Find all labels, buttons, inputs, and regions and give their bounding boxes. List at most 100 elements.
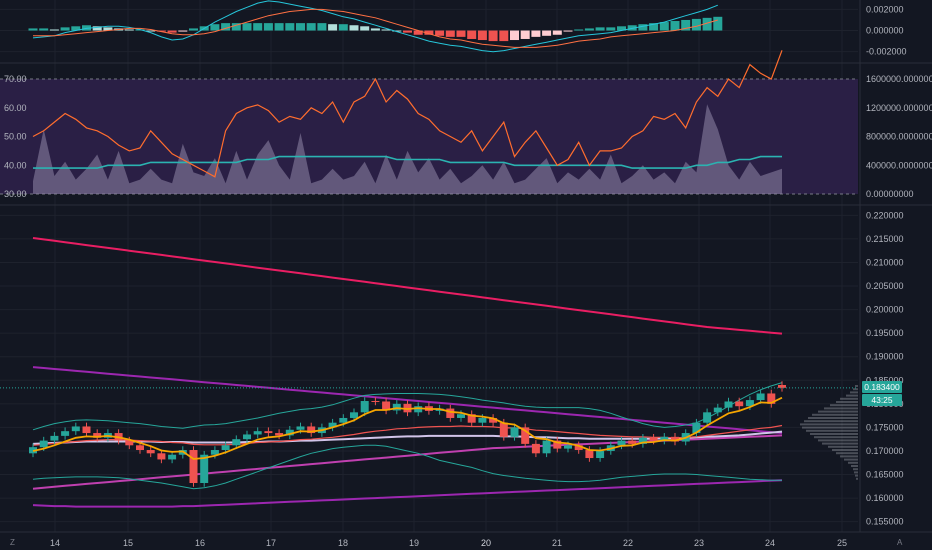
bollinger-lower-line: [32, 444, 782, 490]
volume-right-tick-label-2: 800000.00000000: [866, 132, 932, 142]
x-tick-label-8: 22: [623, 538, 633, 548]
candle-body: [489, 417, 498, 423]
volume-profile-bar: [848, 461, 858, 464]
candle-body: [210, 450, 219, 455]
volume-profile-bar: [828, 445, 858, 448]
volume-profile-bar: [800, 423, 858, 426]
candle-body: [146, 450, 155, 454]
candle-body: [649, 437, 658, 441]
last-price-tag: 0.183400: [862, 381, 902, 393]
candle-body: [574, 445, 583, 451]
macd-histogram-bar: [542, 30, 552, 36]
price-y-tick-label-4: 0.200000: [866, 305, 904, 315]
volume-profile-bar: [810, 432, 858, 435]
candle-body: [660, 436, 669, 441]
macd-histogram-bar: [360, 26, 370, 31]
macd-histogram-bar: [456, 30, 466, 37]
candle-body: [735, 401, 744, 407]
candle-body: [253, 431, 262, 435]
x-tick-label-1: 15: [123, 538, 133, 548]
macd-histogram-bar: [659, 22, 669, 31]
candle-body: [232, 439, 241, 446]
macd-histogram-bar: [584, 28, 594, 31]
macd-histogram-bar: [606, 27, 616, 31]
candle-body: [403, 403, 412, 413]
candle-body: [457, 414, 465, 418]
candle-body: [564, 445, 572, 449]
macd-histogram-bar: [167, 30, 177, 33]
x-tick-label-0: 14: [50, 538, 60, 548]
candle-body: [82, 426, 91, 434]
macd-histogram-bar: [82, 25, 91, 31]
macd-histogram-bar: [124, 29, 134, 31]
macd-histogram-bar: [574, 29, 584, 31]
candle-body: [200, 454, 209, 483]
candle-body: [243, 434, 251, 440]
candle-body: [531, 443, 540, 454]
volume-profile-bar: [814, 436, 858, 439]
macd-histogram-bar: [424, 30, 434, 35]
price-y-tick-label-13: 0.155000: [866, 517, 904, 527]
ema-mid-line: [32, 424, 783, 446]
candle-body: [756, 393, 765, 401]
candle-body: [617, 440, 626, 446]
x-tick-label-7: 21: [552, 538, 562, 548]
price-y-tick-label-3: 0.205000: [866, 281, 904, 291]
macd-histogram-bar: [338, 24, 348, 31]
x-tick-label-9: 23: [694, 538, 704, 548]
candle-body: [713, 407, 722, 413]
macd-histogram-bar: [285, 23, 295, 31]
macd-histogram-bar: [702, 17, 712, 31]
volume-profile-bar: [818, 410, 858, 413]
x-tick-label-5: 19: [409, 538, 419, 548]
macd-histogram-bar: [370, 28, 380, 31]
volume-profile-bar: [812, 413, 858, 416]
candle-countdown-tag: 43:25: [862, 394, 902, 406]
macd-histogram-bar: [627, 25, 637, 31]
candle-body: [296, 426, 305, 430]
macd-histogram-bar: [296, 23, 305, 31]
macd-histogram-bar: [274, 23, 284, 31]
price-y-tick-label-7: 0.185000: [866, 375, 904, 385]
macd-histogram-bar: [413, 30, 423, 35]
volume-profile-bar: [840, 397, 858, 400]
auto-scale-corner-label[interactable]: A: [897, 538, 903, 547]
price-y-tick-label-9: 0.175000: [866, 422, 904, 432]
macd-histogram-bar: [231, 23, 241, 31]
macd-histogram-bar: [467, 30, 477, 39]
macd-histogram-bar: [670, 21, 680, 31]
macd-histogram-bar: [563, 30, 573, 32]
candle-body: [93, 433, 102, 438]
macd-histogram-bar: [317, 23, 327, 31]
ma-slow-lower-line: [32, 479, 783, 508]
macd-histogram-bar: [531, 30, 541, 37]
volume-profile-bar: [806, 429, 858, 432]
price-y-tick-label-1: 0.215000: [866, 234, 904, 244]
macd-histogram-bar: [71, 26, 81, 31]
volume-right-tick-label-4: 0.00000000: [866, 189, 914, 199]
candle-body: [585, 450, 594, 459]
zoom-corner-label[interactable]: Z: [10, 538, 15, 547]
macd-histogram-bar: [349, 25, 359, 31]
ema-fast-line: [32, 396, 783, 460]
macd-histogram-bar: [92, 26, 102, 31]
macd-histogram-bar: [39, 28, 49, 31]
macd-histogram-bar: [242, 23, 252, 31]
volume-profile-bar: [853, 468, 858, 471]
candle-body: [692, 422, 701, 434]
volume-right-tick-label-0: 1600000.00000000: [866, 74, 932, 84]
macd-histogram-bar: [381, 29, 391, 31]
macd-histogram-bar: [178, 30, 188, 32]
volume-profile-bar: [856, 477, 858, 480]
volume-profile-bar: [836, 400, 858, 403]
macd-histogram-bar: [306, 23, 316, 31]
macd-histogram-bar: [445, 30, 455, 37]
candle-body: [778, 384, 786, 388]
candle-body: [371, 401, 380, 403]
candle-body: [189, 450, 198, 483]
candle-body: [478, 417, 487, 423]
candle-body: [628, 440, 637, 444]
macd-histogram-bar: [638, 24, 648, 31]
candle-body: [724, 401, 733, 408]
